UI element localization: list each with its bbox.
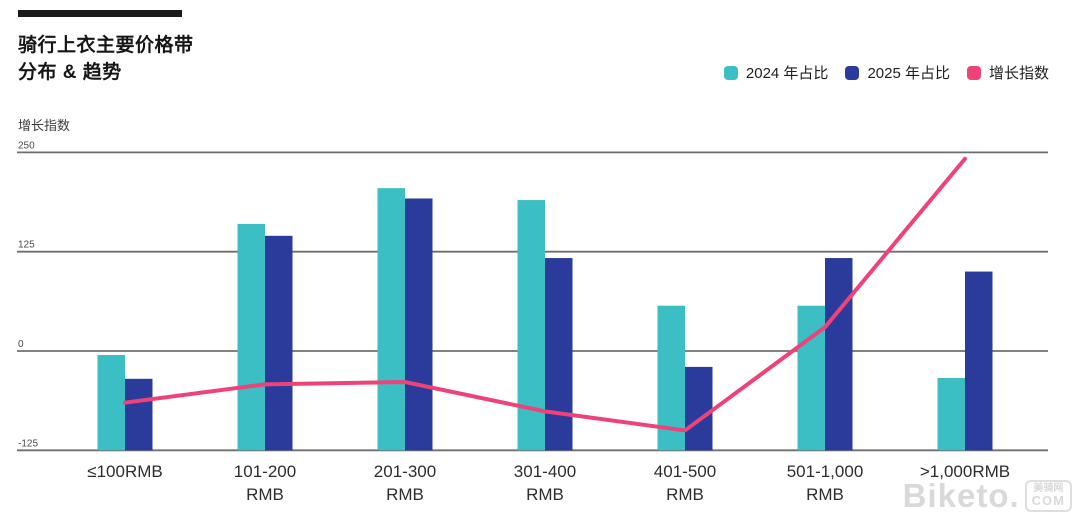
bar-2024-2 <box>377 188 405 451</box>
legend-label-2024: 2024 年占比 <box>745 65 829 82</box>
x-axis-label-1: 101-200 <box>234 462 296 481</box>
x-axis-label-2: 201-300 <box>374 462 436 481</box>
watermark: Biketo. 美骑网 COM <box>903 477 1072 515</box>
bar-2024-0 <box>97 354 125 451</box>
x-axis-label-4-row2: RMB <box>666 485 704 504</box>
x-axis-label-5: 501-1,000 <box>787 462 864 481</box>
watermark-badge-cn: 美骑网 <box>1033 482 1064 494</box>
legend-item-2024: 2024 年占比 <box>723 62 829 83</box>
page-title-line2: 分布 & 趋势 <box>18 62 122 83</box>
legend-swatch-growth-icon <box>966 65 981 80</box>
title-accent-bar <box>18 10 182 17</box>
legend-label-growth: 增长指数 <box>988 65 1049 82</box>
legend-item-2025: 2025 年占比 <box>845 62 950 83</box>
bar-2024-6 <box>937 378 965 451</box>
y-tick-label-250: 250 <box>18 140 35 151</box>
chart-legend: 2024 年占比 2025 年占比 增长指数 <box>723 62 1049 83</box>
bar-2024-3 <box>517 200 545 451</box>
bar-2025-2 <box>405 198 433 451</box>
y-tick-label--125: -125 <box>18 438 38 449</box>
legend-swatch-2025-icon <box>845 65 860 80</box>
watermark-badge: 美骑网 COM <box>1024 479 1072 513</box>
legend-swatch-2024-icon <box>723 65 738 80</box>
x-axis-label-6: >1,000RMB <box>920 462 1010 481</box>
x-axis-label-4: 401-500 <box>654 462 716 481</box>
bar-2024-5 <box>797 305 825 451</box>
y-axis-title: 增长指数 <box>18 118 71 133</box>
x-axis-label-3: 301-400 <box>514 462 576 481</box>
x-axis-label-5-row2: RMB <box>806 485 844 504</box>
bar-2025-3 <box>545 258 573 451</box>
bar-2025-6 <box>965 271 993 451</box>
growth-index-line <box>123 156 967 433</box>
bar-2025-0 <box>125 378 153 451</box>
x-axis-label-0: ≤100RMB <box>87 462 162 481</box>
x-axis-label-2-row2: RMB <box>386 485 424 504</box>
watermark-badge-en: COM <box>1031 493 1065 509</box>
bar-2024-1 <box>237 223 265 451</box>
x-axis-label-1-row2: RMB <box>246 485 284 504</box>
y-tick-label-125: 125 <box>18 240 35 251</box>
bar-2025-5 <box>825 258 853 451</box>
y-tick-label-0: 0 <box>18 339 24 350</box>
legend-item-growth-index: 增长指数 <box>966 62 1049 83</box>
bar-2025-1 <box>265 235 293 451</box>
bar-2025-4 <box>685 366 713 451</box>
page-title-line1: 骑行上衣主要价格带 <box>18 35 194 56</box>
watermark-brand: Biketo. <box>902 477 1020 514</box>
legend-label-2025: 2025 年占比 <box>867 65 950 82</box>
x-axis-label-3-row2: RMB <box>526 485 564 504</box>
page-title: 骑行上衣主要价格带 分布 & 趋势 <box>18 32 194 86</box>
